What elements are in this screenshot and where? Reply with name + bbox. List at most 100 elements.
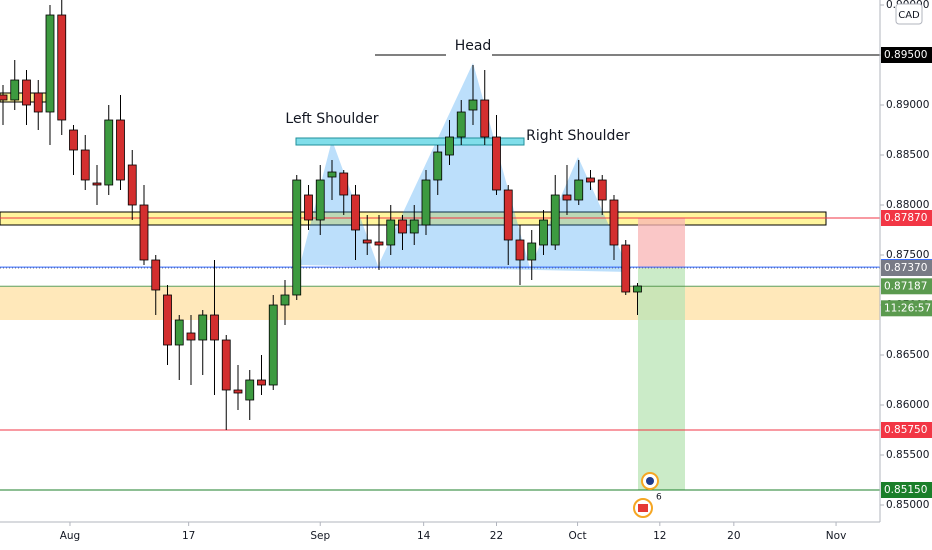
candle-body	[116, 119, 125, 181]
x-tick-label: 14	[417, 530, 431, 542]
x-tick-label: Oct	[568, 530, 586, 542]
candle-body	[574, 179, 584, 201]
stop-box	[638, 218, 685, 268]
support-zone	[0, 287, 880, 320]
annotation: Left Shoulder	[285, 111, 378, 127]
y-tick-label: 0.86500	[886, 349, 929, 361]
candle-body	[315, 179, 325, 221]
currency: CAD	[898, 10, 920, 21]
candle-body	[433, 151, 443, 181]
price-label-bg	[881, 210, 932, 226]
x-tick-label: 20	[727, 530, 740, 542]
candle-body	[480, 99, 490, 138]
price-label: 0.85150	[884, 484, 927, 496]
x-tick-label: Aug	[60, 530, 81, 542]
candle-body	[456, 111, 466, 138]
price-label-bg	[881, 482, 932, 498]
price-label-bg	[881, 422, 932, 438]
candle-body	[445, 136, 454, 156]
event-count: 6	[656, 493, 662, 503]
candle-body	[398, 219, 407, 234]
candle-body	[362, 239, 372, 244]
x-tick-label: 17	[182, 530, 195, 542]
y-tick-label: 0.86000	[886, 399, 929, 411]
x-tick-label: Sep	[310, 530, 330, 542]
candle-body	[621, 244, 631, 293]
candle-body	[268, 304, 278, 386]
candle-body	[550, 194, 560, 246]
price-label: 0.85750	[884, 424, 927, 436]
candle-body	[33, 92, 43, 113]
candle-body	[22, 79, 31, 106]
candle-body	[609, 199, 619, 246]
annotation: Head	[455, 38, 492, 54]
price-label: 0.89500	[884, 49, 927, 61]
candle-body	[57, 14, 67, 121]
candle-body	[539, 219, 548, 246]
head-shoulders-pattern	[300, 63, 630, 272]
candle-body	[597, 179, 607, 201]
price-label-bg	[881, 260, 932, 276]
countdown-bg	[881, 300, 932, 317]
candle-body	[221, 339, 231, 391]
candle-body	[92, 182, 102, 186]
candle-body	[586, 177, 595, 183]
candle-body	[198, 314, 208, 341]
y-tick-label: 0.85500	[886, 449, 929, 461]
x-tick-label: 22	[490, 530, 503, 542]
candle-body	[233, 389, 243, 394]
candle-body	[104, 119, 114, 186]
candle-body	[163, 294, 172, 346]
annotation: Right Shoulder	[526, 128, 630, 144]
candle-body	[80, 149, 90, 181]
price-label-bg	[881, 47, 932, 63]
candle-body	[69, 129, 78, 151]
candle-body	[386, 219, 396, 246]
countdown: 11:26:57	[884, 302, 931, 314]
candle-body	[492, 136, 501, 191]
candle-body	[503, 189, 513, 241]
price-label: 0.87870	[884, 212, 927, 224]
target-box	[638, 268, 685, 490]
plot-area	[0, 0, 880, 522]
candle-body	[10, 79, 20, 101]
candle-body	[186, 332, 196, 341]
y-tick-label: 0.85000	[886, 499, 929, 511]
candle-body	[139, 204, 149, 261]
y-tick-label: 0.88000	[886, 199, 929, 211]
price-label: 0.87187	[884, 280, 927, 292]
candle-body	[127, 164, 137, 206]
candle-body	[174, 319, 184, 346]
neck-zone	[295, 137, 525, 146]
candle-body	[245, 379, 255, 401]
candle-body	[409, 219, 419, 234]
candle-body	[562, 194, 572, 201]
candle-body	[374, 241, 384, 246]
x-tick-label: 12	[653, 530, 666, 542]
price-label-bg	[881, 278, 932, 295]
candle-body	[327, 171, 337, 178]
candle-body	[210, 314, 219, 341]
head-label-bg	[446, 36, 492, 56]
y-tick-label: 0.87500	[886, 249, 929, 261]
candle-body	[45, 14, 55, 113]
candle-body	[421, 179, 431, 226]
candle-body	[468, 99, 478, 111]
candle-body	[304, 194, 313, 221]
candle-body	[151, 259, 161, 291]
event-flag	[638, 504, 648, 512]
candle-body	[527, 242, 537, 261]
currency-box[interactable]	[895, 3, 923, 25]
candle-body	[339, 172, 349, 196]
candle-body	[633, 285, 642, 293]
candle-body	[280, 294, 290, 306]
event-icon-inner	[646, 477, 654, 485]
y-tick-label: 0.88500	[886, 149, 929, 161]
x-tick-label: Nov	[826, 530, 847, 542]
candle-body	[0, 94, 8, 101]
y-tick-label: 0.89000	[886, 99, 929, 111]
candle-body	[351, 194, 360, 231]
candle-body	[257, 379, 266, 386]
candle-body	[292, 179, 302, 296]
